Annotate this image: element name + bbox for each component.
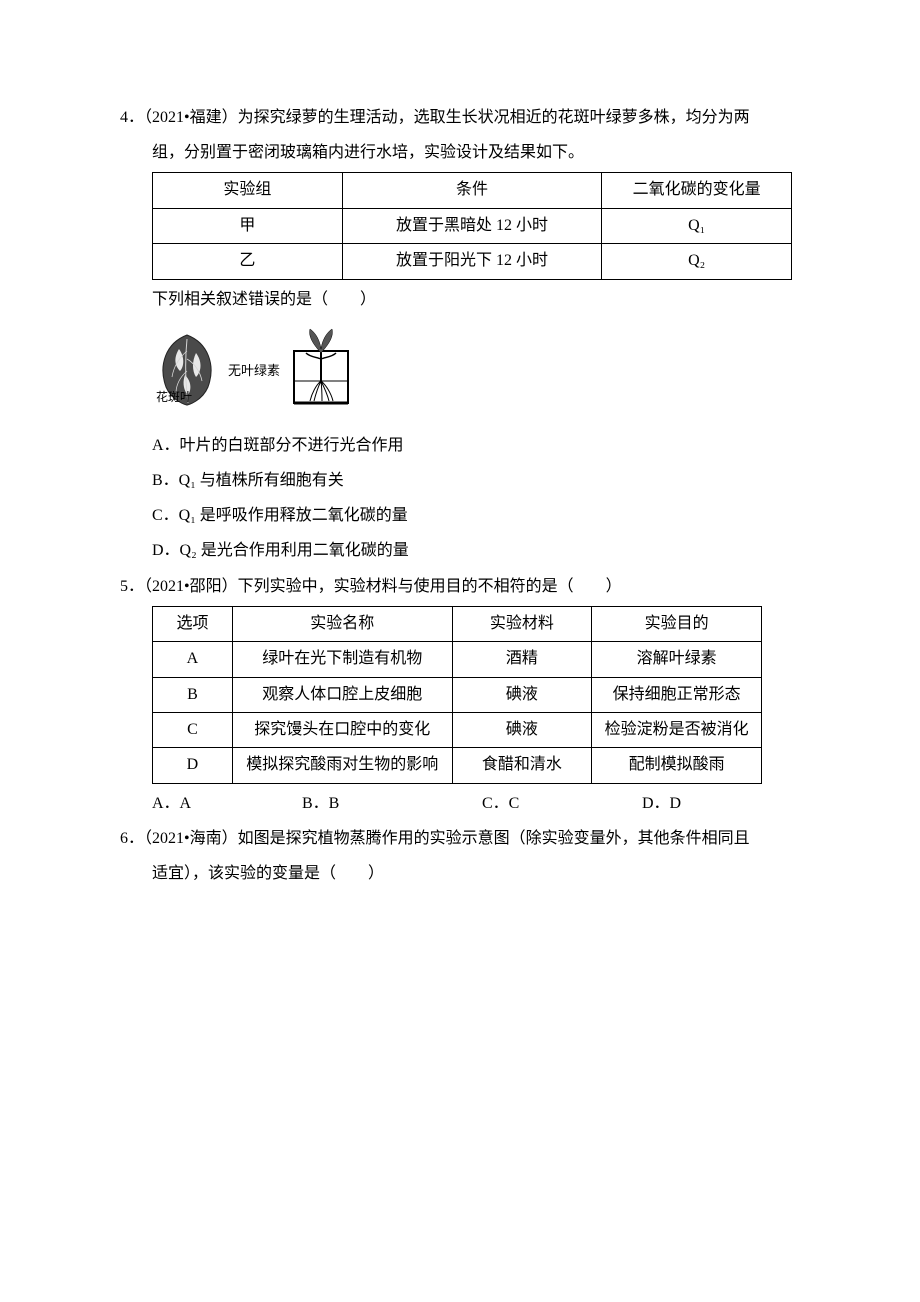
- table-row: B 观察人体口腔上皮细胞 碘液 保持细胞正常形态: [153, 677, 762, 712]
- q5-c-1: C: [153, 713, 233, 748]
- question-5: 5．（2021•邵阳）下列实验中，实验材料与使用目的不相符的是（ ） 选项 实验…: [120, 569, 920, 821]
- q5-d-1: D: [153, 748, 233, 783]
- q5-d-3: 食醋和清水: [452, 748, 592, 783]
- q4-stem-line2: 组，分别置于密闭玻璃箱内进行水培，实验设计及结果如下。: [120, 135, 920, 170]
- q4-r1c2: 放置于黑暗处 12 小时: [342, 208, 602, 243]
- q4-r1c1: 甲: [153, 208, 343, 243]
- q4-option-d: D．Q₂ 是光合作用利用二氧化碳的量: [152, 533, 920, 568]
- q5-hopt-b: B．B: [302, 786, 482, 821]
- q5-hopt-d: D．D: [642, 786, 681, 821]
- q5-table: 选项 实验名称 实验材料 实验目的 A 绿叶在光下制造有机物 酒精 溶解叶绿素 …: [152, 606, 762, 784]
- table-row: 甲 放置于黑暗处 12 小时 Q₁: [153, 208, 792, 243]
- table-row: C 探究馒头在口腔中的变化 碘液 检验淀粉是否被消化: [153, 713, 762, 748]
- q5-a-2: 绿叶在光下制造有机物: [232, 642, 452, 677]
- q5-c-2: 探究馒头在口腔中的变化: [232, 713, 452, 748]
- q5-hopt-c: C．C: [482, 786, 642, 821]
- q4-figure: 花斑叶 无叶绿素: [120, 323, 920, 422]
- q6-stem-line1: 6．（2021•海南）如图是探究植物蒸腾作用的实验示意图（除实验变量外，其他条件…: [120, 821, 920, 856]
- q5-th-opt: 选项: [153, 606, 233, 641]
- q4-th-cond: 条件: [342, 173, 602, 208]
- leaf-icon: 花斑叶: [152, 331, 222, 409]
- q5-d-2: 模拟探究酸雨对生物的影响: [232, 748, 452, 783]
- q5-b-4: 保持细胞正常形态: [592, 677, 762, 712]
- q4-option-b: B．Q₁ 与植株所有细胞有关: [152, 463, 920, 498]
- q5-th-purpose: 实验目的: [592, 606, 762, 641]
- q5-a-3: 酒精: [452, 642, 592, 677]
- table-row: 乙 放置于阳光下 12 小时 Q₂: [153, 244, 792, 279]
- q4-th-group: 实验组: [153, 173, 343, 208]
- question-4: 4．（2021•福建）为探究绿萝的生理活动，选取生长状况相近的花斑叶绿萝多株，均…: [120, 100, 920, 569]
- q5-b-3: 碘液: [452, 677, 592, 712]
- q4-table: 实验组 条件 二氧化碳的变化量 甲 放置于黑暗处 12 小时 Q₁ 乙 放置于阳…: [152, 172, 792, 279]
- q5-d-4: 配制模拟酸雨: [592, 748, 762, 783]
- q4-r1c3: Q₁: [602, 208, 792, 243]
- q5-th-name: 实验名称: [232, 606, 452, 641]
- plant-in-jar-icon: [286, 323, 356, 409]
- q4-stem-line1: 4．（2021•福建）为探究绿萝的生理活动，选取生长状况相近的花斑叶绿萝多株，均…: [120, 100, 920, 135]
- table-row: 选项 实验名称 实验材料 实验目的: [153, 606, 762, 641]
- q5-c-4: 检验淀粉是否被消化: [592, 713, 762, 748]
- table-row: 实验组 条件 二氧化碳的变化量: [153, 173, 792, 208]
- q4-option-a: A．叶片的白斑部分不进行光合作用: [152, 428, 920, 463]
- q5-th-material: 实验材料: [452, 606, 592, 641]
- q5-a-1: A: [153, 642, 233, 677]
- q4-th-co2: 二氧化碳的变化量: [602, 173, 792, 208]
- q4-after-table: 下列相关叙述错误的是（ ）: [120, 282, 920, 317]
- q5-b-1: B: [153, 677, 233, 712]
- leaf-label: 花斑叶: [156, 384, 192, 410]
- q4-r2c2: 放置于阳光下 12 小时: [342, 244, 602, 279]
- table-row: D 模拟探究酸雨对生物的影响 食醋和清水 配制模拟酸雨: [153, 748, 762, 783]
- q5-options: A．A B．B C．C D．D: [120, 786, 920, 821]
- question-6: 6．（2021•海南）如图是探究植物蒸腾作用的实验示意图（除实验变量外，其他条件…: [120, 821, 920, 891]
- q4-r2c3: Q₂: [602, 244, 792, 279]
- q5-hopt-a: A．A: [152, 786, 302, 821]
- q5-b-2: 观察人体口腔上皮细胞: [232, 677, 452, 712]
- q4-option-c: C．Q₁ 是呼吸作用释放二氧化碳的量: [152, 498, 920, 533]
- q5-stem: 5．（2021•邵阳）下列实验中，实验材料与使用目的不相符的是（ ）: [120, 569, 920, 604]
- q5-a-4: 溶解叶绿素: [592, 642, 762, 677]
- q4-r2c1: 乙: [153, 244, 343, 279]
- no-chlorophyll-label: 无叶绿素: [228, 357, 280, 386]
- table-row: A 绿叶在光下制造有机物 酒精 溶解叶绿素: [153, 642, 762, 677]
- q6-stem-line2: 适宜），该实验的变量是（ ）: [120, 856, 920, 891]
- q4-options: A．叶片的白斑部分不进行光合作用 B．Q₁ 与植株所有细胞有关 C．Q₁ 是呼吸…: [120, 428, 920, 569]
- q5-c-3: 碘液: [452, 713, 592, 748]
